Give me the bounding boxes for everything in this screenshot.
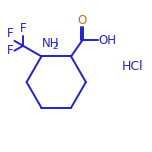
Text: F: F (7, 27, 14, 40)
Text: F: F (7, 44, 14, 57)
Text: F: F (20, 22, 26, 35)
Text: HCl: HCl (121, 60, 143, 73)
Text: OH: OH (98, 34, 116, 47)
Text: NH: NH (42, 37, 60, 50)
Text: 2: 2 (53, 42, 58, 51)
Text: O: O (78, 14, 87, 27)
